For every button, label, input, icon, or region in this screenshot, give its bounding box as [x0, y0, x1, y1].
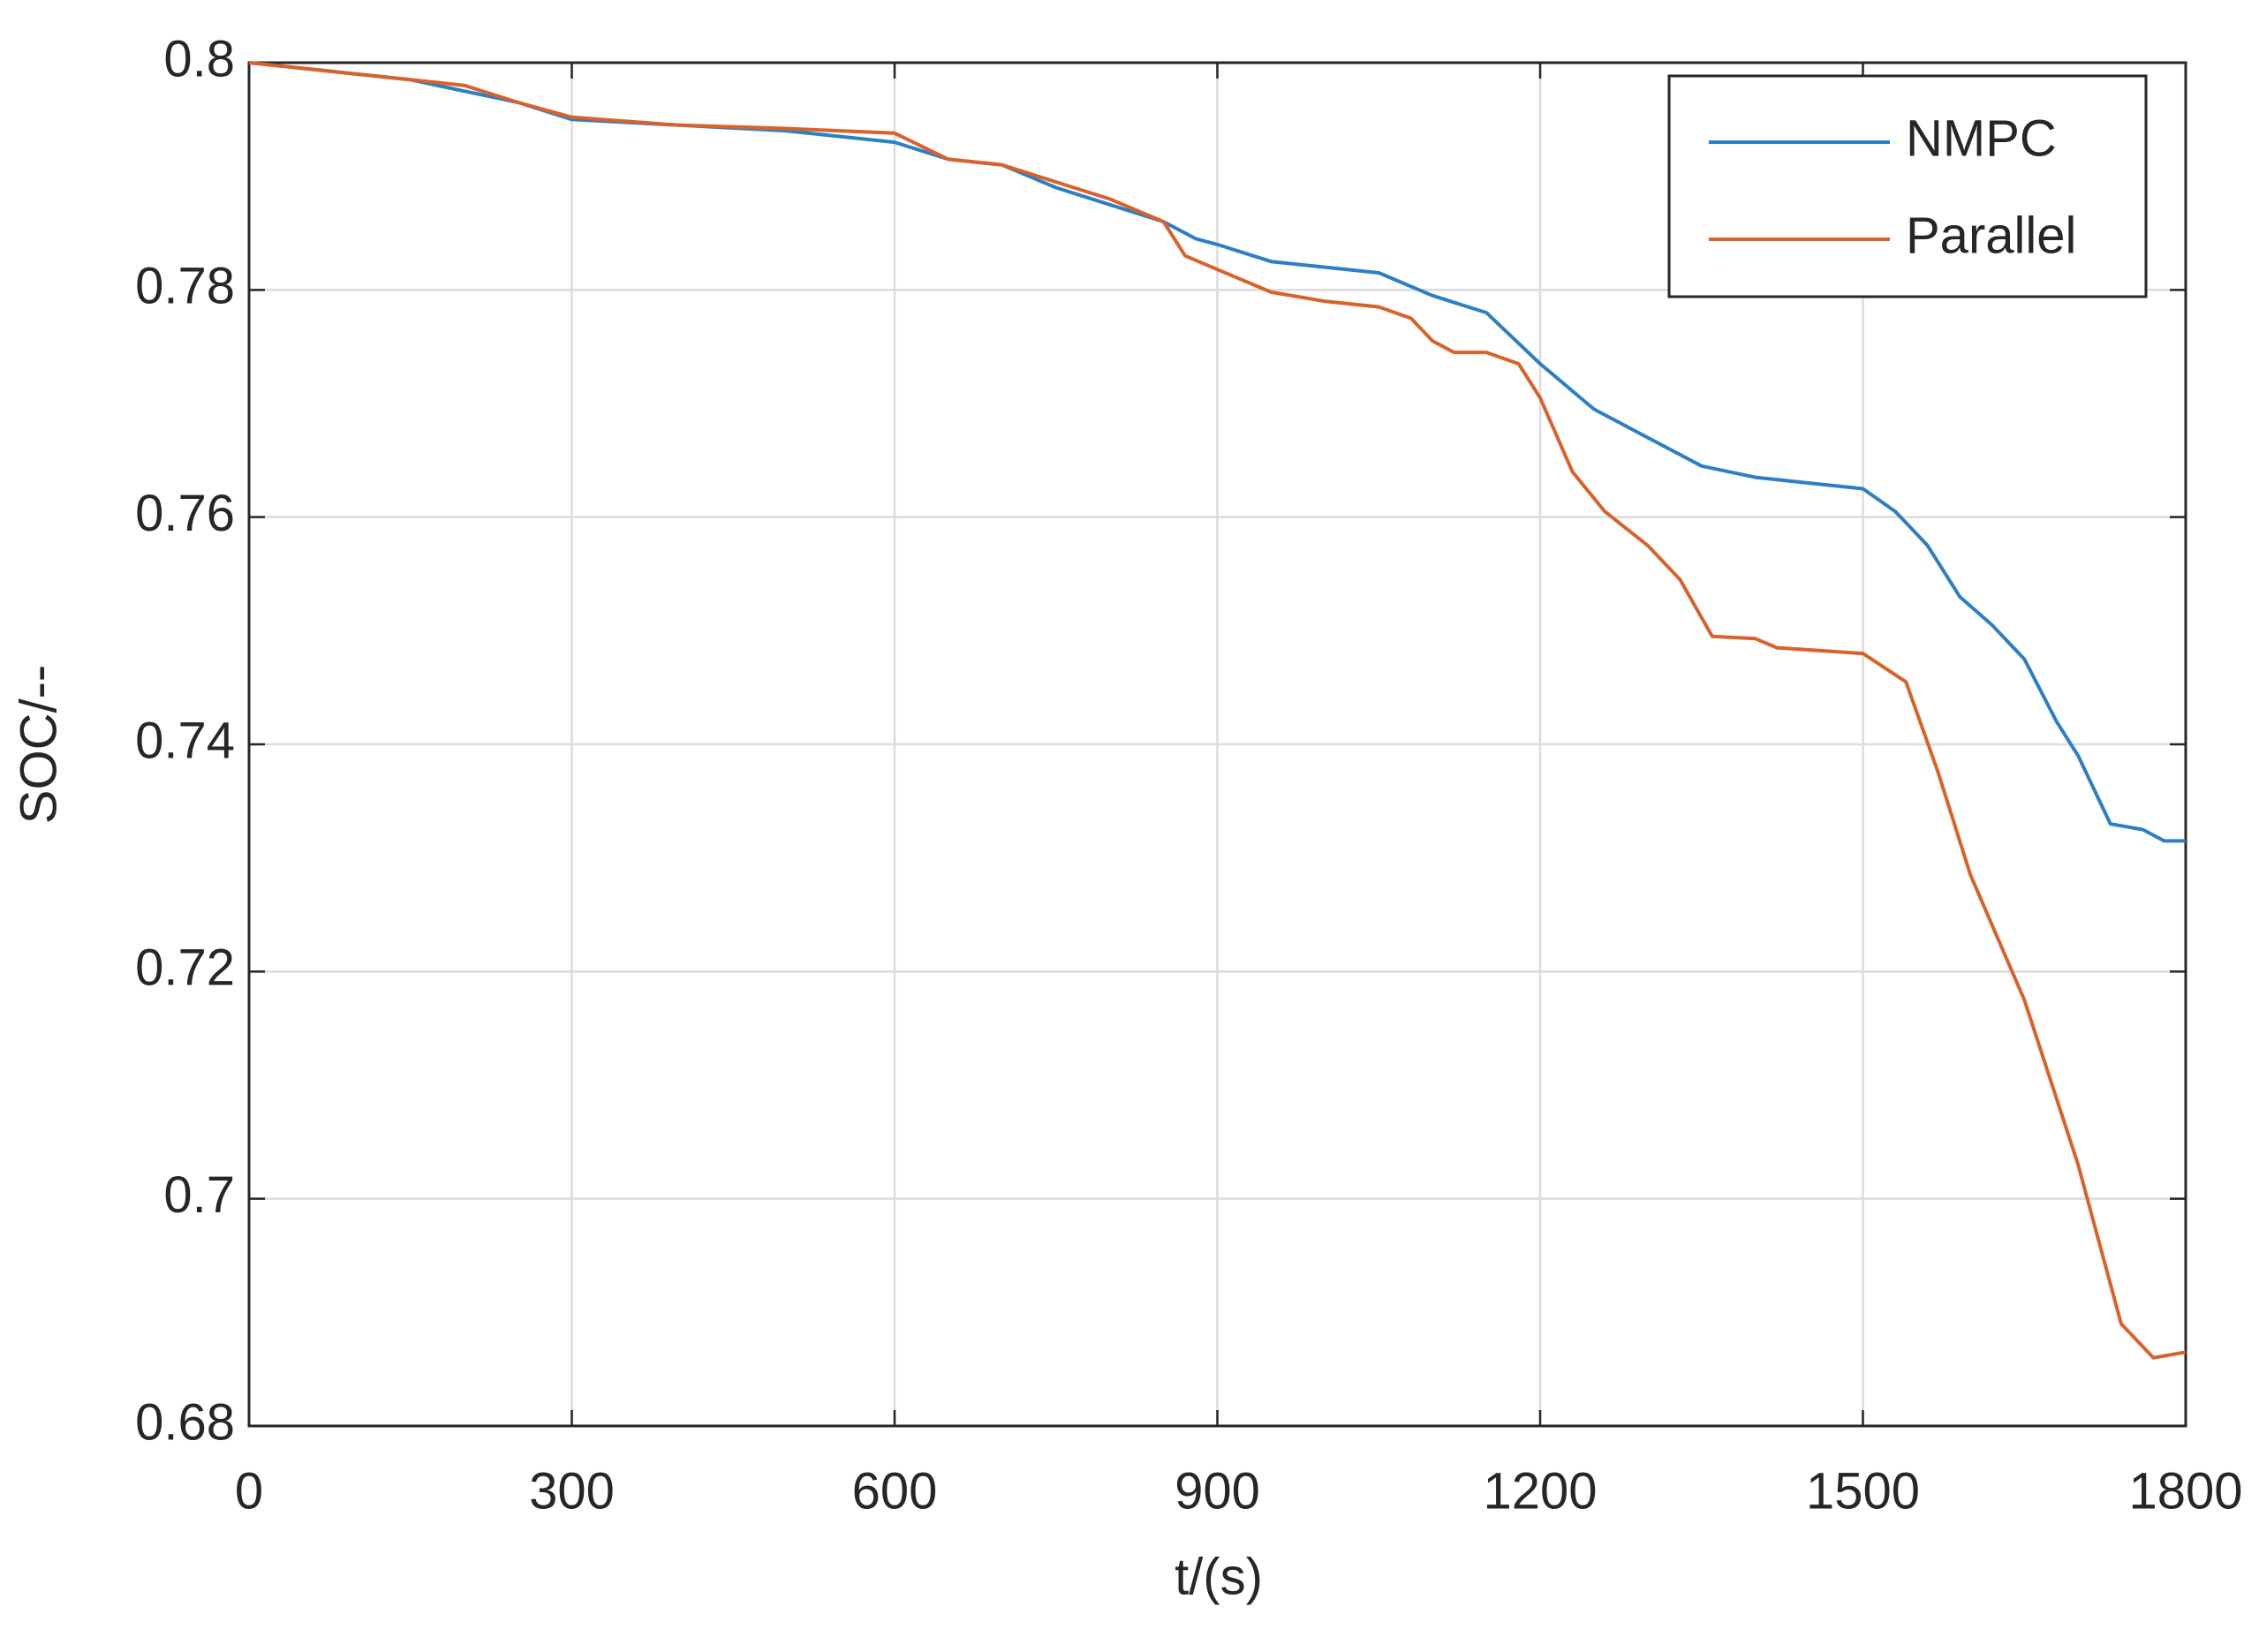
legend-label: Parallel	[1906, 207, 2076, 264]
x-tick-label: 0	[235, 1462, 263, 1520]
x-tick-label: 900	[1175, 1462, 1260, 1520]
y-tick-label: 0.72	[135, 939, 235, 997]
y-tick-label: 0.68	[135, 1393, 235, 1451]
y-tick-label: 0.7	[163, 1166, 235, 1224]
plot-frame	[247, 61, 2187, 1428]
x-tick-label: 1500	[1806, 1462, 1920, 1520]
y-axis-label: SOC/--	[10, 665, 67, 824]
legend-label: NMPC	[1906, 109, 2057, 167]
x-tick-label: 600	[852, 1462, 938, 1520]
data-line	[248, 61, 2187, 1360]
x-tick-label: 300	[529, 1462, 615, 1520]
x-axis-label: t/(s)	[1175, 1548, 1263, 1605]
x-tick-label: 1800	[2128, 1462, 2242, 1520]
y-tick-label: 0.74	[135, 712, 235, 769]
y-tick-label: 0.78	[135, 258, 235, 315]
x-tick-label: 1200	[1483, 1462, 1597, 1520]
legend-box	[1667, 74, 2148, 298]
y-tick-label: 0.76	[135, 485, 235, 542]
y-tick-label: 0.8	[163, 30, 235, 87]
